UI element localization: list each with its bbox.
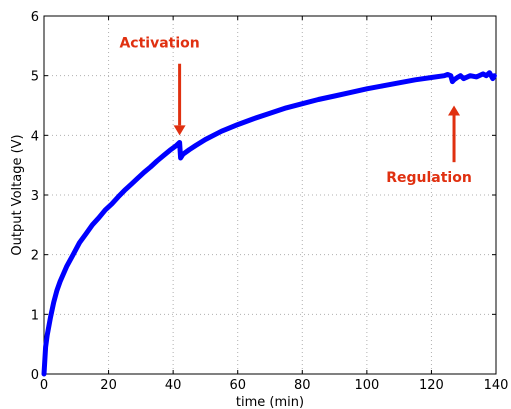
data-point [53, 301, 55, 303]
data-point [492, 78, 494, 80]
data-point [463, 78, 465, 80]
data-point [117, 196, 119, 198]
data-point [182, 153, 184, 156]
data-point [430, 76, 433, 79]
data-point [317, 98, 320, 101]
x-tick-label: 100 [354, 378, 379, 393]
data-point [179, 157, 182, 159]
data-point [482, 73, 484, 75]
data-point [98, 217, 100, 219]
data-point [398, 82, 400, 84]
data-point [451, 81, 454, 83]
data-point [59, 280, 61, 283]
grid-lines [43, 15, 497, 375]
y-axis-label: Output Voltage (V) [10, 134, 25, 255]
x-tick-label: 140 [484, 378, 509, 393]
data-point [269, 112, 271, 114]
y-tick-label: 4 [31, 129, 39, 144]
annotations-group: Activation Regulation [119, 36, 471, 186]
y-tick-label: 6 [31, 10, 39, 25]
data-point [162, 155, 165, 157]
annotation-arrow-head [448, 105, 461, 116]
data-point [156, 160, 158, 162]
data-point [188, 149, 190, 151]
y-tick-label: 0 [31, 368, 39, 383]
data-point [350, 91, 352, 93]
data-point [91, 224, 94, 226]
series-group [41, 70, 497, 377]
y-tick-label: 1 [31, 308, 39, 323]
data-point [72, 254, 74, 256]
x-tick-label: 20 [100, 378, 117, 393]
data-point [237, 123, 239, 126]
data-point [220, 130, 223, 132]
data-point [285, 107, 287, 109]
y-tick-label: 2 [31, 249, 39, 264]
data-point [469, 75, 471, 77]
data-point [149, 166, 152, 168]
data-point [488, 72, 491, 74]
x-tick-label: 0 [40, 378, 48, 393]
data-point [443, 75, 445, 77]
data-point [301, 103, 303, 105]
data-point [104, 209, 106, 211]
data-point [169, 149, 171, 151]
data-point [66, 266, 68, 268]
data-point [493, 75, 495, 77]
data-point [446, 73, 449, 76]
x-tick-label: 120 [419, 378, 444, 393]
data-point [124, 189, 126, 191]
data-point [78, 242, 81, 244]
x-tick-label: 60 [229, 378, 246, 393]
data-point [179, 141, 181, 144]
data-point [485, 75, 487, 77]
data-point [130, 183, 132, 185]
y-tick-label: 5 [31, 70, 39, 85]
data-point [382, 85, 384, 87]
y-tick-label: 3 [31, 189, 39, 204]
data-point [333, 95, 336, 97]
x-axis-label: time (min) [236, 395, 304, 409]
annotation-label: Regulation [386, 170, 472, 186]
data-point [111, 203, 113, 205]
data-point [143, 171, 145, 173]
data-point [46, 334, 48, 336]
annotation-arrow-head [173, 125, 186, 136]
data-point [175, 144, 177, 147]
data-point [204, 138, 207, 141]
data-point [456, 76, 458, 79]
series-line [41, 70, 497, 377]
axis-ticks: 0 20 40 60 80 100 120 140 0 1 2 3 4 5 6 [31, 10, 509, 393]
x-tick-label: 40 [165, 378, 182, 393]
data-point [56, 289, 58, 292]
data-point [459, 75, 462, 77]
data-point [453, 79, 455, 81]
data-point [414, 79, 416, 81]
data-point [253, 118, 255, 120]
data-point [45, 346, 47, 348]
data-point [195, 144, 197, 147]
annotation-label: Activation [119, 36, 199, 52]
data-point [49, 316, 52, 318]
data-point [43, 373, 45, 375]
data-point [476, 76, 478, 78]
data-point [450, 75, 452, 77]
x-tick-label: 80 [294, 378, 311, 393]
data-point [137, 177, 139, 179]
data-point [85, 233, 87, 235]
data-point [366, 88, 368, 90]
